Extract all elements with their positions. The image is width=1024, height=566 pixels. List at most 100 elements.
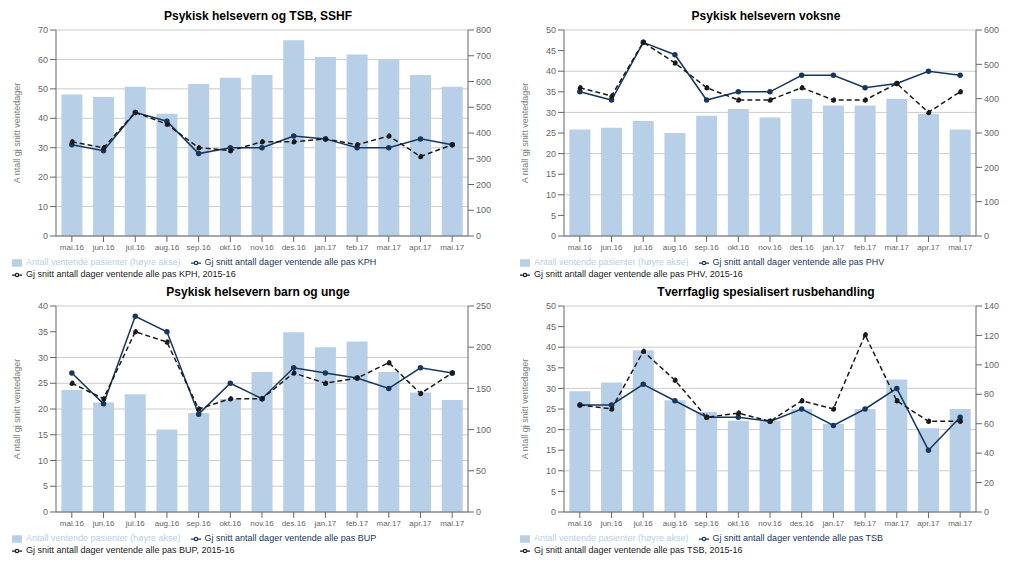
svg-text:0: 0: [43, 507, 48, 517]
svg-text:120: 120: [984, 331, 999, 341]
svg-text:aug.16: aug.16: [155, 519, 180, 528]
svg-text:mai.16: mai.16: [568, 243, 593, 252]
svg-text:5: 5: [43, 481, 48, 491]
svg-text:200: 200: [476, 180, 491, 190]
svg-text:jul.16: jul.16: [633, 243, 654, 252]
svg-text:feb.17: feb.17: [346, 243, 369, 252]
svg-text:45: 45: [546, 46, 556, 56]
svg-text:80: 80: [984, 389, 994, 399]
svg-text:aug.16: aug.16: [663, 243, 688, 252]
svg-text:25: 25: [546, 404, 556, 414]
svg-text:10: 10: [546, 466, 556, 476]
svg-text:jan.17: jan.17: [313, 243, 336, 252]
svg-text:A ntall gj snitt ventedager: A ntall gj snitt ventedager: [520, 359, 530, 460]
svg-text:5: 5: [551, 211, 556, 221]
svg-text:des.16: des.16: [282, 243, 307, 252]
svg-text:140: 140: [984, 301, 999, 311]
svg-text:700: 700: [476, 51, 491, 61]
svg-text:100: 100: [476, 425, 491, 435]
svg-text:mai.17: mai.17: [440, 519, 465, 528]
svg-text:40: 40: [38, 301, 48, 311]
svg-text:mai.16: mai.16: [60, 243, 85, 252]
svg-text:50: 50: [476, 466, 486, 476]
svg-text:0: 0: [476, 507, 481, 517]
svg-text:40: 40: [38, 113, 48, 123]
svg-text:A ntall gj snitt ventedager: A ntall gj snitt ventedager: [12, 83, 22, 184]
svg-text:jun.16: jun.16: [600, 519, 623, 528]
svg-text:jul.16: jul.16: [633, 519, 654, 528]
svg-text:50: 50: [546, 301, 556, 311]
svg-text:0: 0: [43, 231, 48, 241]
svg-text:jul.16: jul.16: [125, 243, 146, 252]
svg-text:200: 200: [476, 342, 491, 352]
svg-text:aug.16: aug.16: [663, 519, 688, 528]
svg-text:jul.16: jul.16: [125, 519, 146, 528]
svg-text:mai.17: mai.17: [948, 243, 973, 252]
svg-text:40: 40: [546, 66, 556, 76]
svg-text:30: 30: [38, 353, 48, 363]
svg-text:sep.16: sep.16: [187, 243, 212, 252]
svg-text:400: 400: [984, 94, 999, 104]
svg-text:300: 300: [476, 154, 491, 164]
svg-text:0: 0: [551, 507, 556, 517]
svg-text:mai.16: mai.16: [60, 519, 85, 528]
svg-text:15: 15: [38, 430, 48, 440]
svg-text:nov.16: nov.16: [250, 243, 274, 252]
svg-text:50: 50: [38, 84, 48, 94]
svg-text:sep.16: sep.16: [187, 519, 212, 528]
svg-text:10: 10: [38, 456, 48, 466]
svg-text:20: 20: [546, 149, 556, 159]
svg-text:100: 100: [984, 197, 999, 207]
svg-text:feb.17: feb.17: [854, 519, 877, 528]
svg-text:500: 500: [476, 102, 491, 112]
svg-text:nov.16: nov.16: [758, 243, 782, 252]
svg-text:0: 0: [476, 231, 481, 241]
svg-text:mar.17: mar.17: [885, 519, 910, 528]
svg-text:20: 20: [984, 478, 994, 488]
svg-text:aug.16: aug.16: [155, 243, 180, 252]
svg-text:sep.16: sep.16: [695, 519, 720, 528]
svg-text:300: 300: [984, 128, 999, 138]
svg-text:25: 25: [38, 378, 48, 388]
svg-text:jun.16: jun.16: [92, 519, 115, 528]
svg-text:20: 20: [38, 404, 48, 414]
svg-text:okt.16: okt.16: [219, 519, 241, 528]
svg-text:25: 25: [546, 128, 556, 138]
svg-text:15: 15: [546, 445, 556, 455]
svg-text:des.16: des.16: [790, 519, 815, 528]
svg-text:sep.16: sep.16: [695, 243, 720, 252]
svg-text:nov.16: nov.16: [758, 519, 782, 528]
svg-text:nov.16: nov.16: [250, 519, 274, 528]
svg-text:150: 150: [476, 384, 491, 394]
svg-text:100: 100: [984, 360, 999, 370]
svg-text:okt.16: okt.16: [219, 243, 241, 252]
svg-text:35: 35: [38, 327, 48, 337]
svg-text:200: 200: [984, 163, 999, 173]
svg-text:50: 50: [546, 25, 556, 35]
svg-text:mar.17: mar.17: [377, 243, 402, 252]
svg-text:des.16: des.16: [282, 519, 307, 528]
svg-text:okt.16: okt.16: [727, 243, 749, 252]
svg-text:A ntall gj snitt ventedager: A ntall gj snitt ventedager: [520, 83, 530, 184]
svg-text:40: 40: [984, 448, 994, 458]
svg-text:apr.17: apr.17: [409, 243, 432, 252]
svg-text:jun.16: jun.16: [92, 243, 115, 252]
svg-text:mai.16: mai.16: [568, 519, 593, 528]
svg-text:45: 45: [546, 322, 556, 332]
svg-text:20: 20: [38, 172, 48, 182]
svg-text:60: 60: [984, 419, 994, 429]
svg-text:A ntall gj snitt ventedager: A ntall gj snitt ventedager: [12, 359, 22, 460]
svg-text:jun.16: jun.16: [600, 243, 623, 252]
svg-text:mai.17: mai.17: [440, 243, 465, 252]
svg-text:600: 600: [476, 77, 491, 87]
svg-text:70: 70: [38, 25, 48, 35]
svg-text:600: 600: [984, 25, 999, 35]
svg-text:500: 500: [984, 60, 999, 70]
svg-text:mar.17: mar.17: [885, 243, 910, 252]
svg-text:10: 10: [546, 190, 556, 200]
svg-text:okt.16: okt.16: [727, 519, 749, 528]
svg-text:mar.17: mar.17: [377, 519, 402, 528]
svg-text:250: 250: [476, 301, 491, 311]
svg-text:100: 100: [476, 205, 491, 215]
svg-text:apr.17: apr.17: [409, 519, 432, 528]
